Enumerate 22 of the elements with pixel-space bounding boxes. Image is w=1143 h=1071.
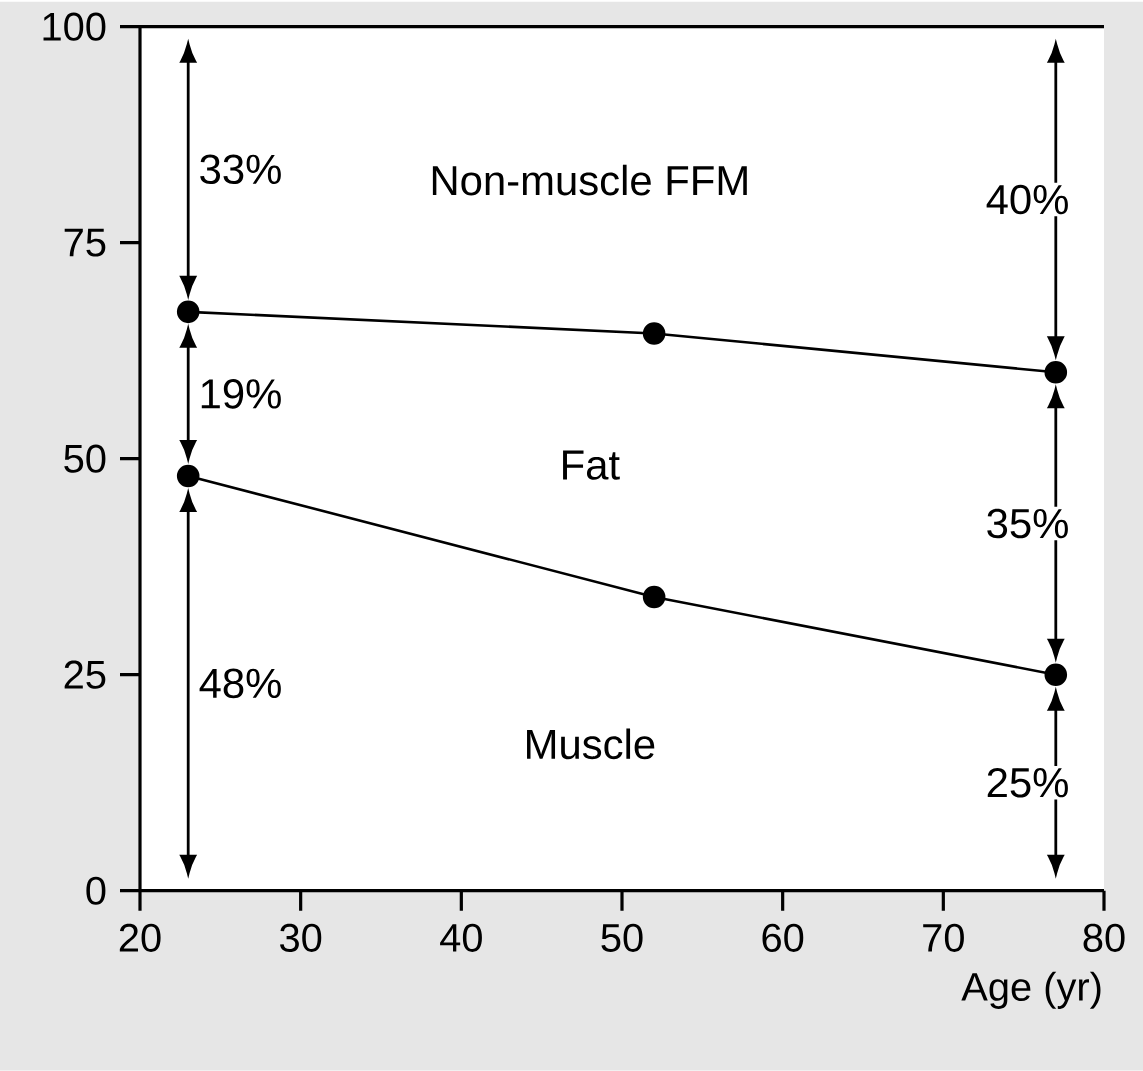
annotation: 33%: [200, 154, 281, 185]
annotation: Non-muscle FFM: [432, 164, 747, 196]
y-tick-label: 25: [64, 660, 106, 689]
x-tick-label: 40: [440, 923, 482, 953]
annotation: 48%: [199, 668, 281, 699]
annotation: 19%: [201, 379, 281, 409]
annotation: Muscle: [527, 728, 655, 760]
y-tick-label: 75: [64, 228, 106, 257]
y-tick-label: 0: [86, 876, 106, 905]
annotation: Fat: [563, 450, 620, 480]
y-tick-label: 50: [64, 444, 106, 473]
x-tick-label: 60: [762, 923, 804, 953]
annotation: 25%: [987, 768, 1068, 798]
x-tick-label: 30: [280, 923, 322, 953]
x-axis-title: Age (yr): [961, 971, 1101, 1010]
y-tick-label: 100: [43, 12, 106, 41]
annotation: 35%: [987, 508, 1068, 539]
x-tick-label: 50: [601, 923, 643, 953]
annotation: 40%: [986, 184, 1068, 215]
x-tick-label: 70: [923, 923, 964, 953]
x-tick-label: 20: [119, 923, 161, 953]
x-tick-label: 80: [1083, 923, 1125, 953]
